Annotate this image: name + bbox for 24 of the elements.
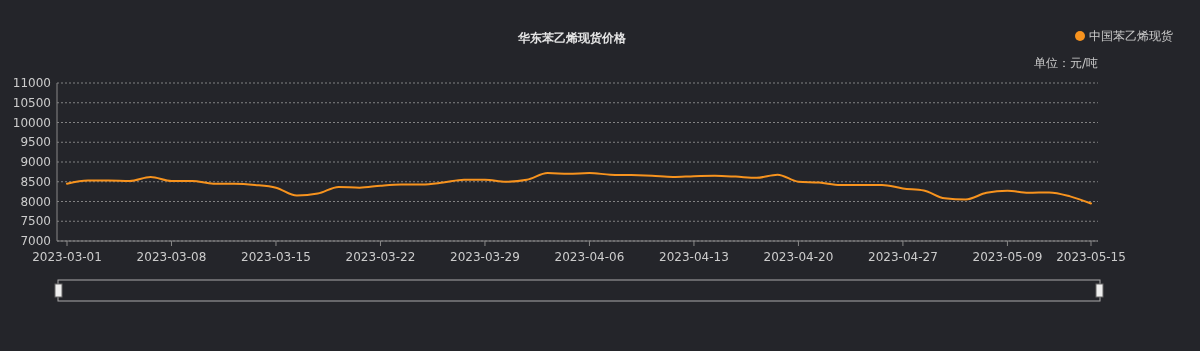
y-tick-label: 7000 — [20, 234, 51, 248]
y-tick-label: 8500 — [20, 174, 51, 189]
y-tick-label: 10500 — [12, 95, 51, 110]
x-tick-label: 2023-04-20 — [763, 250, 834, 264]
x-tick-label: 2023-03-01 — [32, 250, 102, 264]
y-tick-label: 10000 — [12, 115, 51, 130]
x-tick-label: 2023-04-13 — [659, 250, 729, 264]
x-tick-label: 2023-03-08 — [136, 250, 207, 264]
y-tick-label: 11000 — [12, 76, 51, 90]
legend-label: 中国苯乙烯现货 — [1089, 29, 1173, 43]
x-tick-label: 2023-03-22 — [345, 250, 416, 264]
x-tick-label: 2023-04-06 — [554, 250, 625, 264]
x-tick-label: 2023-03-29 — [450, 250, 520, 264]
chart-title: 华东苯乙烯现货价格 — [517, 31, 627, 45]
x-tick-label: 2023-05-15 — [1056, 250, 1126, 264]
y-tick-label: 8000 — [20, 194, 51, 209]
y-axis-title: 单位：元/吨 — [1033, 56, 1098, 70]
x-tick-label: 2023-03-15 — [241, 250, 311, 264]
y-tick-label: 7500 — [20, 214, 51, 229]
y-tick-label: 9000 — [20, 155, 51, 169]
line-series — [66, 172, 1092, 205]
y-tick-label: 9500 — [20, 135, 51, 150]
x-tick-label: 2023-04-27 — [868, 250, 938, 264]
x-tick-label: 2023-05-09 — [972, 250, 1043, 264]
